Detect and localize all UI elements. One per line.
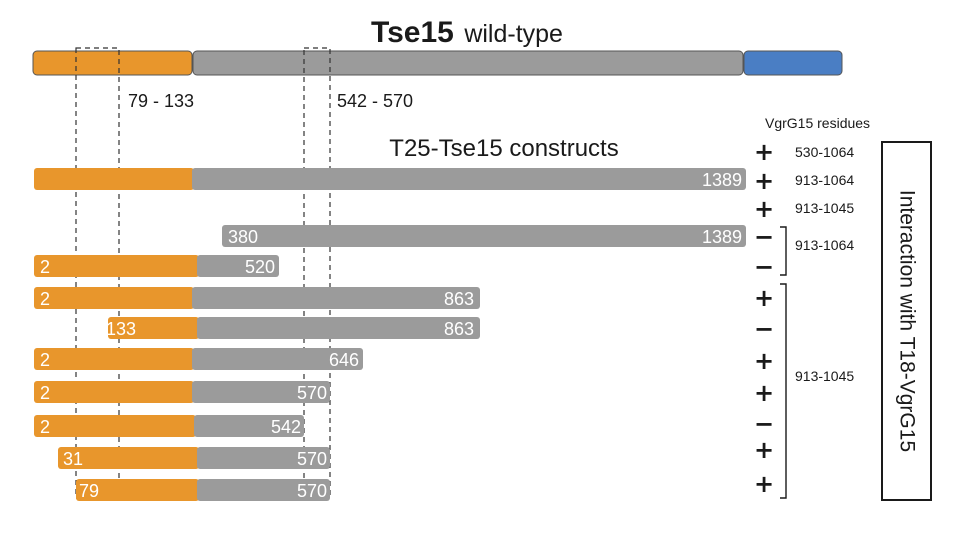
wildtype-segment-gray: [192, 50, 744, 76]
constructs-title: T25-Tse15 constructs: [389, 135, 618, 162]
construct-bar-3: 2 520: [34, 255, 279, 277]
bracket-913-1045: [780, 283, 787, 499]
construct-end-label: 1389: [702, 227, 742, 247]
residues-header: VgrG15 residues: [765, 115, 870, 131]
construct-bar-4: 2 863: [34, 287, 480, 309]
construct-bar-6: 2 646: [34, 348, 363, 370]
construct-start-label: 2: [40, 350, 50, 370]
residue-label-5: 913-1045: [795, 368, 854, 384]
sign-1: +: [754, 138, 774, 166]
sign-10: −: [754, 410, 774, 438]
construct-start-label: 2: [40, 383, 50, 403]
construct-start-label: 133: [106, 319, 136, 339]
sign-4: −: [754, 223, 774, 251]
construct-end-label: 863: [444, 289, 474, 309]
construct-bar-7: 2 570: [34, 381, 330, 403]
region-542-570-guide: [303, 47, 331, 499]
sign-8: +: [754, 347, 774, 375]
sign-9: +: [754, 379, 774, 407]
construct-end-label: 863: [444, 319, 474, 339]
sign-7: −: [754, 315, 774, 343]
construct-start-label: 31: [63, 449, 83, 469]
range-label-2: 542 - 570: [337, 91, 413, 111]
construct-end-label: 542: [271, 417, 301, 437]
construct-start-label: 2: [40, 417, 50, 437]
construct-end-label: 646: [329, 350, 359, 370]
bracket-913-1064: [780, 226, 787, 276]
residue-label-1: 530-1064: [795, 144, 854, 160]
sign-6: +: [754, 284, 774, 312]
construct-bar-5: 133 863: [106, 317, 480, 339]
construct-bar-2: 380 1389: [222, 225, 746, 247]
residue-label-4: 913-1064: [795, 237, 854, 253]
sign-12: +: [754, 470, 774, 498]
construct-start-label: 2: [40, 289, 50, 309]
title-bold: Tse15: [371, 16, 454, 49]
sign-5: −: [754, 253, 774, 281]
wildtype-segment-orange: [32, 50, 193, 76]
construct-end-label: 570: [297, 481, 327, 501]
residue-label-3: 913-1045: [795, 200, 854, 216]
construct-start-label: 2: [40, 257, 50, 277]
diagram-title: Tse15 wild-type: [371, 16, 563, 49]
sign-3: +: [754, 195, 774, 223]
construct-start-label: 380: [228, 227, 258, 247]
construct-end-label: 570: [297, 383, 327, 403]
title-rest: wild-type: [463, 20, 563, 48]
wildtype-segment-blue: [743, 50, 843, 76]
interaction-signs: + + + − − + − + + − + +: [754, 138, 774, 498]
construct-end-label: 570: [297, 449, 327, 469]
construct-bar-9: 31 570: [58, 447, 330, 469]
wildtype-bar: [32, 50, 843, 76]
construct-end-label: 1389: [702, 170, 742, 190]
sign-11: +: [754, 436, 774, 464]
construct-bar-10: 79 570: [76, 479, 330, 501]
residue-label-2: 913-1064: [795, 172, 854, 188]
interaction-label: Interaction with T18-VgrG15: [895, 190, 918, 452]
construct-end-label: 520: [245, 257, 275, 277]
construct-bar-1: 1389: [34, 168, 746, 190]
construct-bar-8: 2 542: [34, 415, 304, 437]
construct-start-label: 79: [79, 481, 99, 501]
range-label-1: 79 - 133: [128, 91, 194, 111]
sign-2: +: [754, 167, 774, 195]
interaction-label-box: [881, 141, 932, 501]
